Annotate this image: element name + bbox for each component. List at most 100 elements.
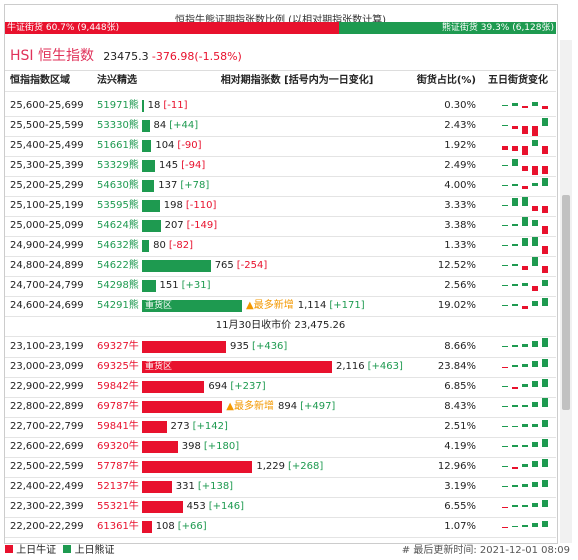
heavy-zone-tag: 重货区 (145, 301, 173, 311)
change: [+171] (329, 300, 365, 311)
five-day-bar (522, 166, 528, 171)
count-text: 765 [-254] (215, 256, 268, 276)
table-row: 25,000-25,099 54624熊 207 [-149] 3.38% (5, 216, 556, 237)
code: 69320牛 (97, 441, 139, 452)
table-row: 22,600-22,699 69320牛 398 [+180] 4.19% (5, 437, 556, 458)
five-day-bar (532, 166, 538, 175)
table-row: 25,500-25,599 53330熊 84 [+44] 2.43% (5, 116, 556, 137)
count-bar (142, 441, 178, 453)
count: 18 (147, 100, 161, 111)
legend-swatch (63, 545, 72, 553)
range: 22,400-22,499 (10, 481, 84, 492)
five-day-bar (522, 186, 528, 189)
range: 25,000-25,099 (10, 220, 84, 231)
five-day-bar (502, 185, 508, 186)
share: 2.43% (444, 120, 476, 131)
close-row: 11月30日收市价 23,475.26 (5, 316, 556, 337)
share: 23.84% (437, 361, 476, 372)
five-day-bar (502, 105, 508, 106)
legend-item: 上日牛证 (16, 545, 57, 556)
range: 22,500-22,599 (10, 461, 84, 472)
count-bar (142, 200, 160, 212)
count: 453 (186, 501, 206, 512)
change: [+497] (300, 401, 336, 412)
five-day-bar (532, 257, 538, 266)
column-title: 街货占比(%) (416, 75, 476, 86)
five-day-bar (512, 126, 518, 129)
title: 恒指牛熊证期指张数比例 (以相对期指张数计算) (175, 15, 386, 26)
five-day-bar (522, 484, 528, 487)
count: 273 (170, 421, 190, 432)
five-day-bar (502, 125, 508, 126)
five-day-bar (542, 338, 548, 347)
count: 80 (153, 240, 166, 251)
count: 2,116 (336, 361, 365, 372)
code: 54298熊 (97, 280, 139, 291)
change: [+268] (287, 461, 324, 472)
five-day-bar (522, 283, 528, 286)
five-day-bar (502, 527, 508, 528)
most-added-note: ▲最多新增 (226, 401, 274, 412)
column-title: 法兴精选 (97, 75, 137, 86)
five-day-bar (532, 301, 538, 306)
five-day-bar (532, 523, 538, 527)
code: 51661熊 (97, 140, 139, 151)
change: [+237] (230, 381, 266, 392)
table-row: 22,200-22,299 61361牛 108 [+66] 1.07% (5, 517, 556, 538)
five-day-bar (542, 226, 548, 234)
count: 1,229 (256, 461, 285, 472)
range: 24,600-24,699 (10, 300, 84, 311)
five-day-bar (532, 102, 538, 106)
five-day-bar (532, 341, 538, 347)
five-day-bar (522, 525, 528, 527)
range: 22,800-22,899 (10, 401, 84, 412)
share: 4.00% (444, 180, 476, 191)
five-day-bar (502, 146, 508, 150)
code: 53330熊 (97, 120, 139, 131)
share: 3.33% (444, 200, 476, 211)
frame (4, 4, 558, 544)
count: 104 (155, 140, 175, 151)
five-day-bar (502, 426, 508, 427)
table-row: 22,700-22,799 59841牛 273 [+142] 2.51% (5, 417, 556, 438)
five-day-bar (532, 237, 538, 246)
ratio-bar: 牛证街货 60.7% (9,448张) 熊证街货 39.3% (6,128张) (5, 22, 556, 34)
five-day-bar (502, 386, 508, 387)
change: [+436] (252, 341, 288, 352)
five-day-bar (522, 146, 528, 155)
count-bar (142, 521, 152, 533)
five-day-bar (522, 405, 528, 407)
five-day-bar (522, 364, 528, 367)
table-row: 25,600-25,699 51971熊 18 [-11] 0.30% (5, 96, 556, 117)
table-row: 22,900-22,999 59842牛 694 [+237] 6.85% (5, 377, 556, 398)
count-bar (142, 381, 205, 393)
five-day-bar (502, 265, 508, 266)
five-day-bar (502, 225, 508, 226)
table-row: 22,400-22,499 52137牛 331 [+138] 3.19% (5, 477, 556, 498)
code: 57787牛 (97, 461, 139, 472)
share: 12.52% (437, 260, 476, 271)
count: 765 (214, 260, 234, 271)
code: 54624熊 (97, 220, 139, 231)
five-day-bar (512, 264, 518, 266)
share: 12.96% (437, 461, 476, 472)
close-price: 11月30日收市价 23,475.26 (215, 320, 346, 331)
index-header: HSI 恒生指数 23475.3 -376.98(-1.58%) (10, 46, 242, 66)
share: 3.38% (444, 220, 476, 231)
five-day-bar (532, 461, 538, 467)
count-text: 331 [+138] (176, 477, 233, 497)
count: 398 (181, 441, 201, 452)
count-bar: 重货区 (142, 300, 243, 312)
change: [+44] (169, 120, 199, 131)
five-day-bar (502, 367, 508, 368)
five-day-bar (532, 482, 538, 487)
five-day-bar (512, 365, 518, 367)
count-text: 453 [+146] (187, 497, 244, 517)
five-day-bar (502, 346, 508, 347)
five-day-bar (502, 305, 508, 306)
range: 23,100-23,199 (10, 341, 84, 352)
five-day-bar (542, 178, 548, 186)
five-day-bar (512, 103, 518, 106)
code: 54630熊 (97, 180, 139, 191)
